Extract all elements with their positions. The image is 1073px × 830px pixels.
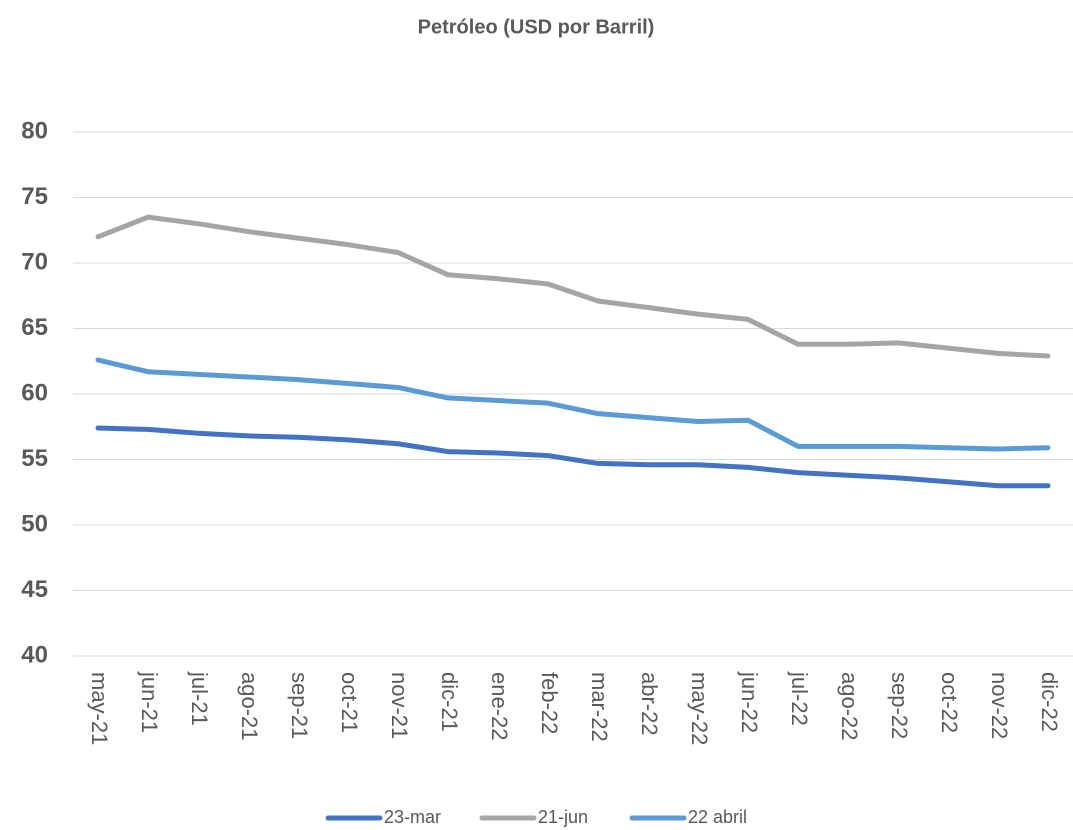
legend-label: 23-mar bbox=[384, 807, 441, 827]
x-tick-label: feb-22 bbox=[537, 672, 562, 734]
x-tick-label: may-21 bbox=[87, 672, 112, 745]
y-tick-label: 50 bbox=[21, 510, 48, 537]
series-line bbox=[95, 357, 1051, 452]
y-tick-label: 40 bbox=[21, 641, 48, 668]
x-tick-label: jun-21 bbox=[137, 671, 162, 733]
x-tick-label: mar-22 bbox=[587, 672, 612, 742]
legend-label: 21-jun bbox=[538, 807, 588, 827]
y-tick-label: 75 bbox=[21, 183, 48, 210]
y-tick-label: 65 bbox=[21, 314, 48, 341]
x-tick-label: nov-21 bbox=[387, 672, 412, 739]
chart-title: Petróleo (USD por Barril) bbox=[418, 16, 655, 38]
x-tick-label: ene-22 bbox=[487, 672, 512, 741]
x-tick-label: dic-22 bbox=[1037, 672, 1062, 732]
y-tick-label: 45 bbox=[21, 576, 48, 603]
legend-label: 22 abril bbox=[688, 807, 747, 827]
x-tick-label: nov-22 bbox=[987, 672, 1012, 739]
series-line bbox=[95, 425, 1051, 489]
x-tick-label: sep-22 bbox=[887, 672, 912, 739]
y-tick-label: 60 bbox=[21, 379, 48, 406]
x-tick-label: dic-21 bbox=[437, 672, 462, 732]
x-tick-label: jun-22 bbox=[737, 671, 762, 733]
x-tick-label: oct-21 bbox=[337, 672, 362, 733]
x-tick-label: jul-21 bbox=[187, 671, 212, 726]
y-tick-label: 70 bbox=[21, 248, 48, 275]
x-tick-label: ago-21 bbox=[237, 672, 262, 741]
x-tick-label: oct-22 bbox=[937, 672, 962, 733]
x-tick-label: may-22 bbox=[687, 672, 712, 745]
y-tick-label: 80 bbox=[21, 117, 48, 144]
y-tick-label: 55 bbox=[21, 445, 48, 472]
x-tick-label: jul-22 bbox=[787, 671, 812, 726]
x-tick-label: ago-22 bbox=[837, 672, 862, 741]
x-tick-label: abr-22 bbox=[637, 672, 662, 736]
x-tick-label: sep-21 bbox=[287, 672, 312, 739]
series-line bbox=[95, 214, 1051, 359]
